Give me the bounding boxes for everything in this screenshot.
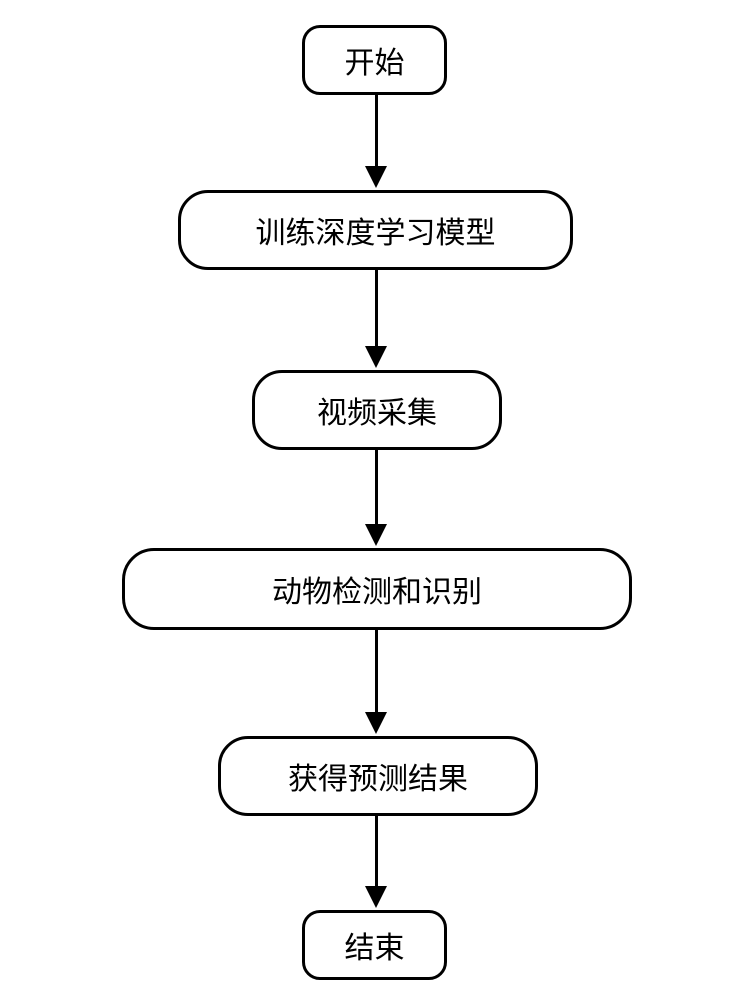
node-end: 结束 (302, 910, 447, 980)
flowchart-canvas: 开始 训练深度学习模型 视频采集 动物检测和识别 获得预测结果 结束 (0, 0, 755, 1000)
edge-capture-detect (375, 450, 378, 524)
edge-predict-end (375, 816, 378, 886)
node-capture-label: 视频采集 (317, 388, 437, 432)
arrowhead-start-train (365, 166, 387, 188)
node-capture: 视频采集 (252, 370, 502, 450)
node-detect-label: 动物检测和识别 (272, 567, 482, 611)
edge-start-train (375, 95, 378, 166)
node-end-label: 结束 (345, 923, 405, 967)
arrowhead-detect-predict (365, 712, 387, 734)
arrowhead-predict-end (365, 886, 387, 908)
node-predict: 获得预测结果 (218, 736, 538, 816)
arrowhead-train-capture (365, 346, 387, 368)
node-predict-label: 获得预测结果 (288, 754, 468, 798)
node-train: 训练深度学习模型 (178, 190, 573, 270)
node-detect: 动物检测和识别 (122, 548, 632, 630)
edge-train-capture (375, 270, 378, 346)
node-start-label: 开始 (345, 38, 405, 82)
edge-detect-predict (375, 630, 378, 712)
arrowhead-capture-detect (365, 524, 387, 546)
node-start: 开始 (302, 25, 447, 95)
node-train-label: 训练深度学习模型 (256, 208, 496, 252)
